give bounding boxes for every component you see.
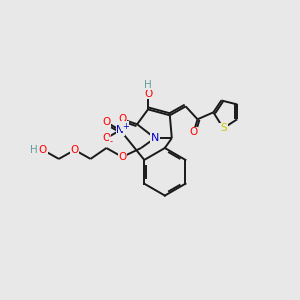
Text: O: O bbox=[118, 152, 126, 162]
Bar bbox=[190, 128, 198, 136]
Bar bbox=[118, 153, 126, 161]
Bar bbox=[102, 134, 110, 142]
Text: O: O bbox=[39, 145, 47, 155]
Bar bbox=[116, 126, 124, 134]
Text: H: H bbox=[30, 145, 38, 155]
Text: O: O bbox=[102, 117, 110, 127]
Bar bbox=[144, 90, 152, 98]
Text: O: O bbox=[102, 133, 110, 143]
Bar bbox=[219, 124, 228, 133]
Text: -: - bbox=[110, 138, 113, 147]
Bar bbox=[71, 146, 79, 154]
Text: H: H bbox=[144, 80, 152, 90]
Bar bbox=[39, 146, 47, 154]
Bar bbox=[151, 134, 159, 142]
Text: O: O bbox=[118, 114, 126, 124]
Text: N: N bbox=[116, 125, 124, 135]
Text: O: O bbox=[70, 145, 79, 155]
Text: S: S bbox=[220, 123, 226, 133]
Bar bbox=[102, 118, 110, 126]
Text: N: N bbox=[151, 133, 159, 143]
Text: O: O bbox=[144, 88, 152, 98]
Text: +: + bbox=[122, 122, 129, 131]
Bar bbox=[118, 115, 126, 123]
Text: O: O bbox=[190, 127, 198, 137]
